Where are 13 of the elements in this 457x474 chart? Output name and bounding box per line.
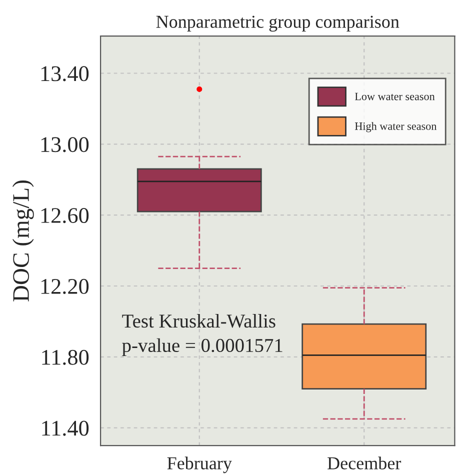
- y-tick-label: 12.20: [41, 278, 89, 294]
- chart-title: Nonparametric group comparison: [156, 16, 400, 32]
- x-tick-label: February: [167, 456, 232, 474]
- y-tick-label: 13.00: [41, 137, 89, 152]
- y-tick-label: 11.40: [42, 420, 89, 436]
- x-tick-label: December: [328, 456, 402, 470]
- annotation: Test Kruskal-Wallis p-value = 0.0001571: [122, 314, 282, 356]
- y-tick-label: 12.60: [41, 208, 89, 224]
- legend-label: Low water season: [354, 92, 435, 100]
- y-axis-title: DOC (mg/L): [12, 180, 34, 302]
- legend-label: High water season: [354, 122, 437, 132]
- y-tick-label: 13.40: [41, 66, 89, 82]
- y-tick-label: 11.80: [42, 350, 89, 365]
